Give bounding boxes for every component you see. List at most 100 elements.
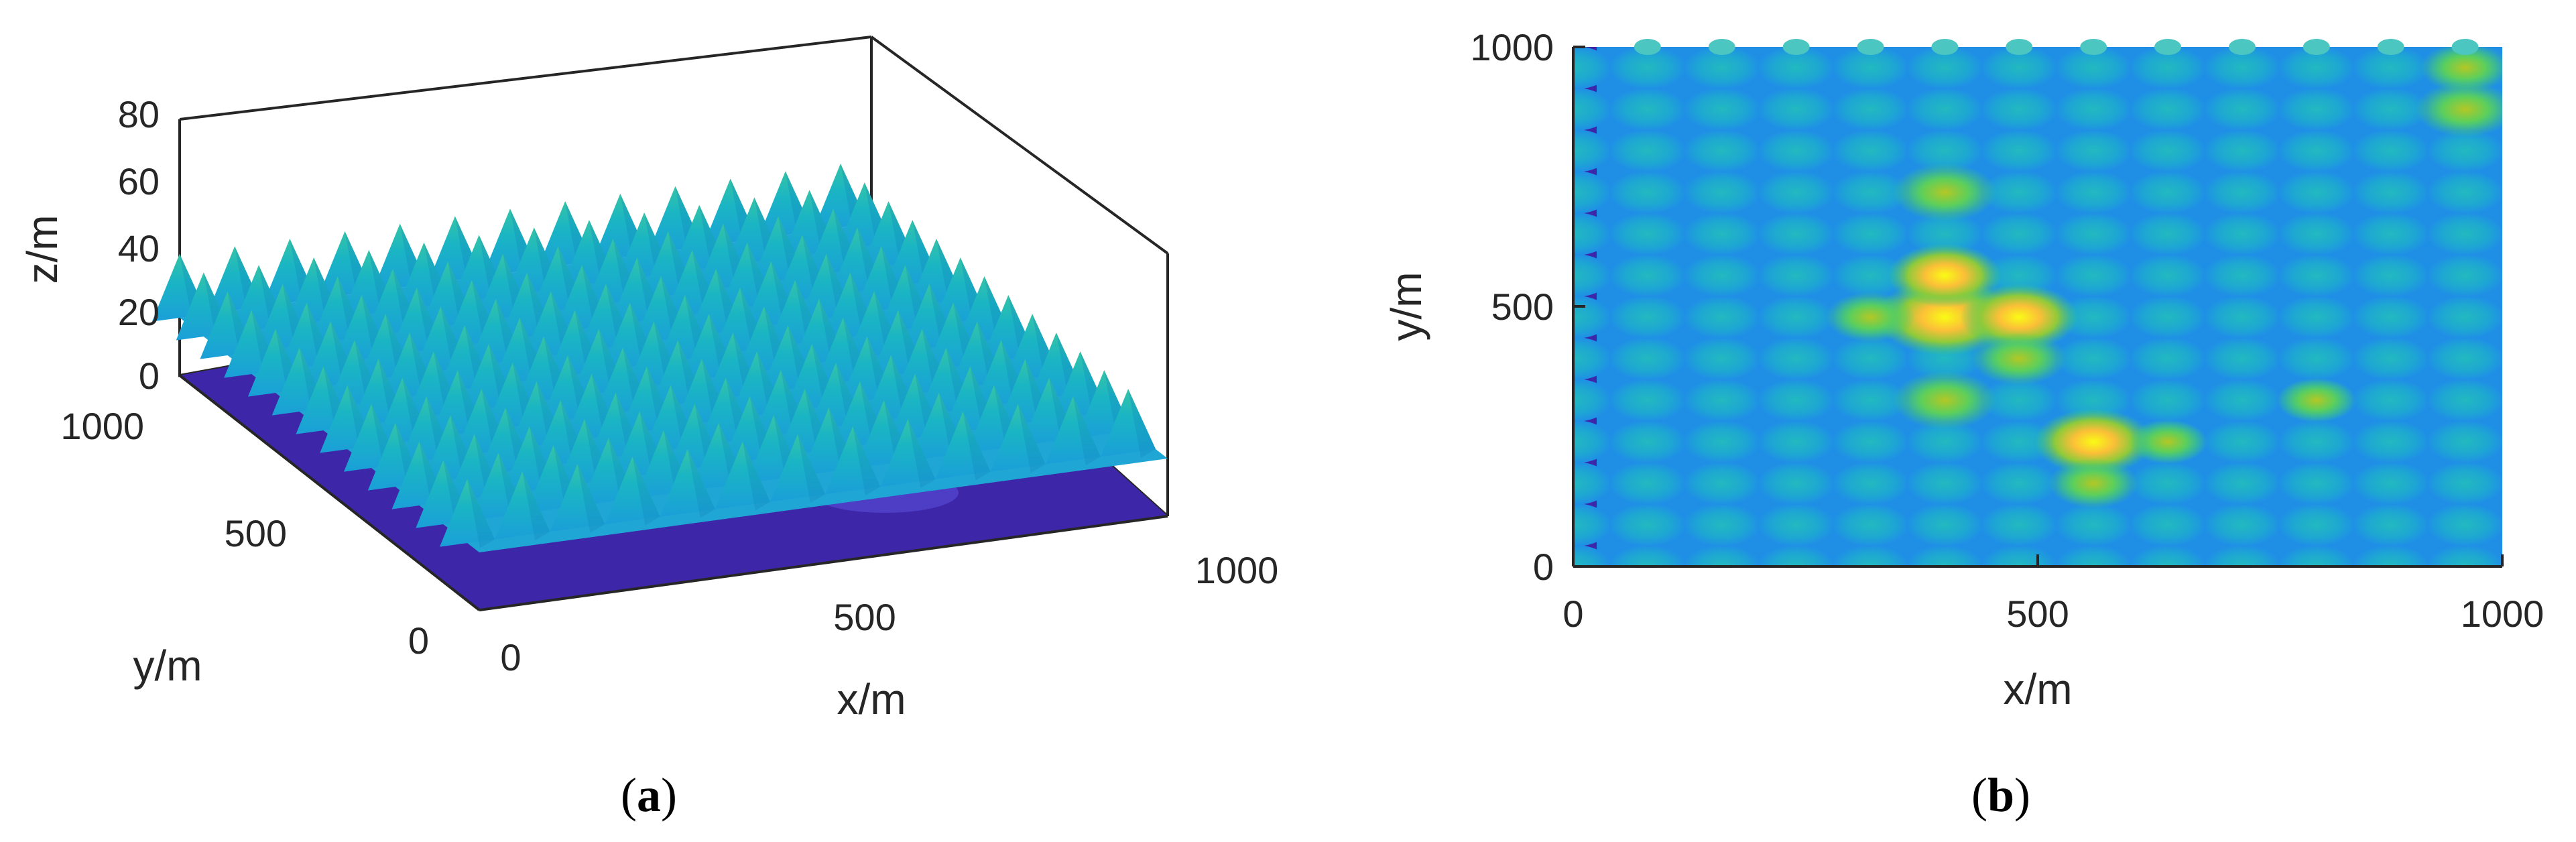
heatmap-cell [1831, 503, 1910, 547]
heatmap-cell [2054, 87, 2132, 131]
x-axis-ticks-a: 0 500 1000 [500, 549, 1278, 678]
heatmap-cell [2203, 337, 2281, 381]
surface-peak [990, 404, 1046, 472]
peak-shading [853, 426, 881, 495]
heatmap-cell [1757, 129, 1835, 173]
peak-shading [632, 456, 660, 526]
heatmap-cell [2352, 337, 2430, 381]
heatmap-cell [2352, 503, 2430, 547]
heatmap-cell [2203, 378, 2281, 422]
surface-peak [1045, 396, 1101, 465]
heatmap-cell [2278, 461, 2355, 505]
y-tick-0: 0 [408, 619, 429, 662]
svg-text:(a): (a) [621, 768, 677, 822]
heatmap-cell [1609, 47, 1686, 90]
heatmap-tick-marks [1573, 46, 2504, 566]
y-tick-b-0: 0 [1533, 546, 1554, 588]
heatmap-cell [2203, 47, 2281, 90]
heatmap-cell [1573, 378, 1612, 422]
heatmap-bright-spot [1892, 371, 1997, 430]
y-tick-500: 500 [225, 512, 287, 554]
heatmap-cell [1831, 212, 1910, 256]
heatmap-bright-spot [2276, 377, 2357, 423]
heatmap-cell [1573, 337, 1612, 381]
surface-peak [605, 456, 660, 525]
heatmap-cell [1980, 129, 2058, 173]
surface-peak [495, 471, 550, 540]
heatmap-cell [2352, 253, 2430, 298]
heatmap-cell [1683, 129, 1761, 173]
heatmap-cell [2129, 461, 2207, 505]
heatmap-cell [2054, 212, 2132, 256]
heatmap-cell [2203, 503, 2281, 547]
heatmap-cell [2352, 295, 2430, 339]
surface-peak [660, 448, 715, 517]
heatmap-cell [2054, 47, 2132, 90]
heatmap-cell [1757, 461, 1835, 505]
y-axis-label-b: y/m [1382, 272, 1430, 341]
heatmap-cell [2278, 503, 2355, 547]
heatmap-cell [1980, 212, 2058, 256]
peak-shading [742, 441, 770, 511]
y-axis-line [178, 374, 481, 611]
heatmap-cell [2129, 87, 2207, 131]
heatmap-cell [2426, 253, 2502, 298]
caption-b-open: ( [1971, 768, 1987, 822]
top-edge-bump [1931, 39, 1959, 55]
z-tick-80: 80 [118, 93, 160, 135]
heatmap-cell [2203, 87, 2281, 131]
x-axis-line [479, 515, 1168, 611]
heatmap-cell [2129, 170, 2207, 215]
top-edge-bump [2228, 39, 2256, 55]
heatmap-cell [2352, 87, 2430, 131]
y-tick-1000: 1000 [60, 405, 144, 447]
heatmap-cell [1906, 212, 1984, 256]
heatmap-bright-spot [1888, 243, 2002, 308]
caption-b-letter: b [1987, 768, 2014, 822]
peak-shading [1072, 396, 1101, 466]
peak-shading [522, 471, 550, 541]
top-edge-bump [2303, 39, 2330, 55]
heatmap-cell [1906, 87, 1984, 131]
heatmap-cell [2278, 544, 2355, 566]
peak-shading [1018, 404, 1046, 473]
heatmap-cell [2278, 295, 2355, 339]
heatmap-cell [1573, 461, 1612, 505]
heatmap-cell [2352, 170, 2430, 215]
heatmap-cell [1831, 337, 1910, 381]
heatmap-cell [1573, 129, 1612, 173]
heatmap-cell [2426, 129, 2502, 173]
heatmap-cell [2426, 420, 2502, 464]
x-tick-b-0: 0 [1562, 593, 1583, 635]
surface-peak [770, 434, 826, 502]
z-tick-40: 40 [118, 227, 160, 269]
heatmap-cell [1573, 87, 1612, 131]
heatmap-cell [1831, 170, 1910, 215]
heatmap-cell [1573, 47, 1612, 90]
heatmap-cell [1609, 461, 1686, 505]
x-axis-ticks-b: 0 500 1000 [1562, 593, 2544, 635]
y-tick-b-500: 500 [1491, 286, 1554, 328]
heatmap-bright-spot [2420, 47, 2502, 93]
heatmap-cell [2426, 544, 2502, 566]
heatmap-cell [1980, 461, 2058, 505]
heatmap-cell [2054, 253, 2132, 298]
panel-b-heatmap: 1000 500 0 0 500 1000 y/m x/m (b) [1382, 26, 2544, 822]
heatmap-cell [2054, 337, 2132, 381]
x-axis-label-b: x/m [2003, 665, 2072, 713]
heatmap-cell [2278, 337, 2355, 381]
heatmap-bright-spot [2128, 419, 2208, 465]
surface-peak [935, 411, 991, 479]
heatmap-cell [2054, 170, 2132, 215]
heatmap-cell [2352, 461, 2430, 505]
heatmap-cell [1831, 461, 1910, 505]
peak-shading [1128, 389, 1156, 458]
y-tick-b-1000: 1000 [1470, 26, 1554, 68]
heatmap-cell [2129, 378, 2207, 422]
heatmap-cell [2203, 295, 2281, 339]
y-axis-label-a: y/m [133, 642, 202, 690]
peak-shading [687, 448, 715, 518]
heatmap-cell [1757, 544, 1835, 566]
heatmap-cell [1757, 503, 1835, 547]
